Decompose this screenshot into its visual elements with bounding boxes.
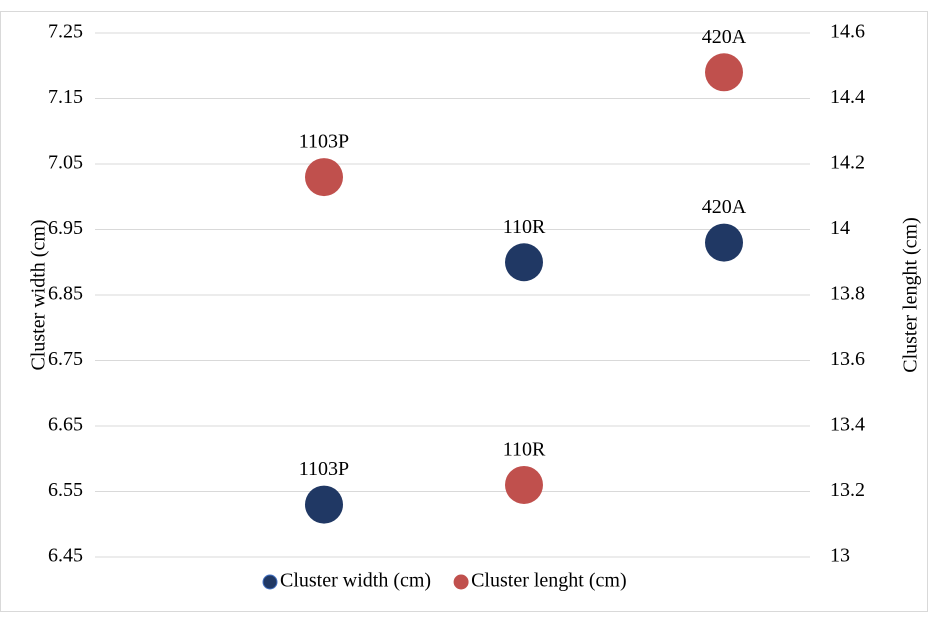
data-label: 1103P <box>299 131 349 153</box>
y2-tick-label: 13.2 <box>830 479 865 501</box>
point <box>505 465 543 504</box>
data-label: 420A <box>702 26 747 48</box>
point <box>305 158 343 197</box>
y2-tick-label: 13.8 <box>830 283 865 305</box>
y-tick-label: 6.65 <box>48 414 83 436</box>
y2-axis-title: Cluster lenght (cm) <box>900 217 922 373</box>
data-label: 1103P <box>299 458 349 480</box>
y-tick-label: 6.55 <box>48 479 83 501</box>
point <box>305 485 343 524</box>
y2-tick-label: 14.2 <box>830 152 865 174</box>
y-tick-label: 6.75 <box>48 348 83 370</box>
y-tick-label: 7.05 <box>48 152 83 174</box>
y-tick-label: 6.45 <box>48 545 83 567</box>
data-label: 420A <box>702 196 747 218</box>
chart-frame <box>0 11 928 612</box>
y2-tick-label: 13.6 <box>830 348 865 370</box>
y-tick-label: 7.15 <box>48 86 83 108</box>
y2-tick-label: 14.4 <box>830 86 865 108</box>
y2-tick-label: 14.6 <box>830 21 865 43</box>
data-label: 110R <box>503 216 546 238</box>
y-tick-label: 6.85 <box>48 283 83 305</box>
y2-tick-label: 14 <box>830 217 850 239</box>
legend-marker <box>262 574 278 590</box>
y-axis-title: Cluster width (cm) <box>28 219 50 370</box>
point <box>705 53 743 92</box>
y-tick-label: 7.25 <box>48 21 83 43</box>
legend-label: Cluster width (cm) <box>280 570 431 592</box>
y-tick-label: 6.95 <box>48 217 83 239</box>
legend-marker <box>453 574 469 590</box>
y2-tick-label: 13 <box>830 545 850 567</box>
y2-tick-label: 13.4 <box>830 414 865 436</box>
data-label: 110R <box>503 439 546 461</box>
point <box>505 243 543 282</box>
point <box>705 223 743 262</box>
legend-label: Cluster lenght (cm) <box>471 570 627 592</box>
